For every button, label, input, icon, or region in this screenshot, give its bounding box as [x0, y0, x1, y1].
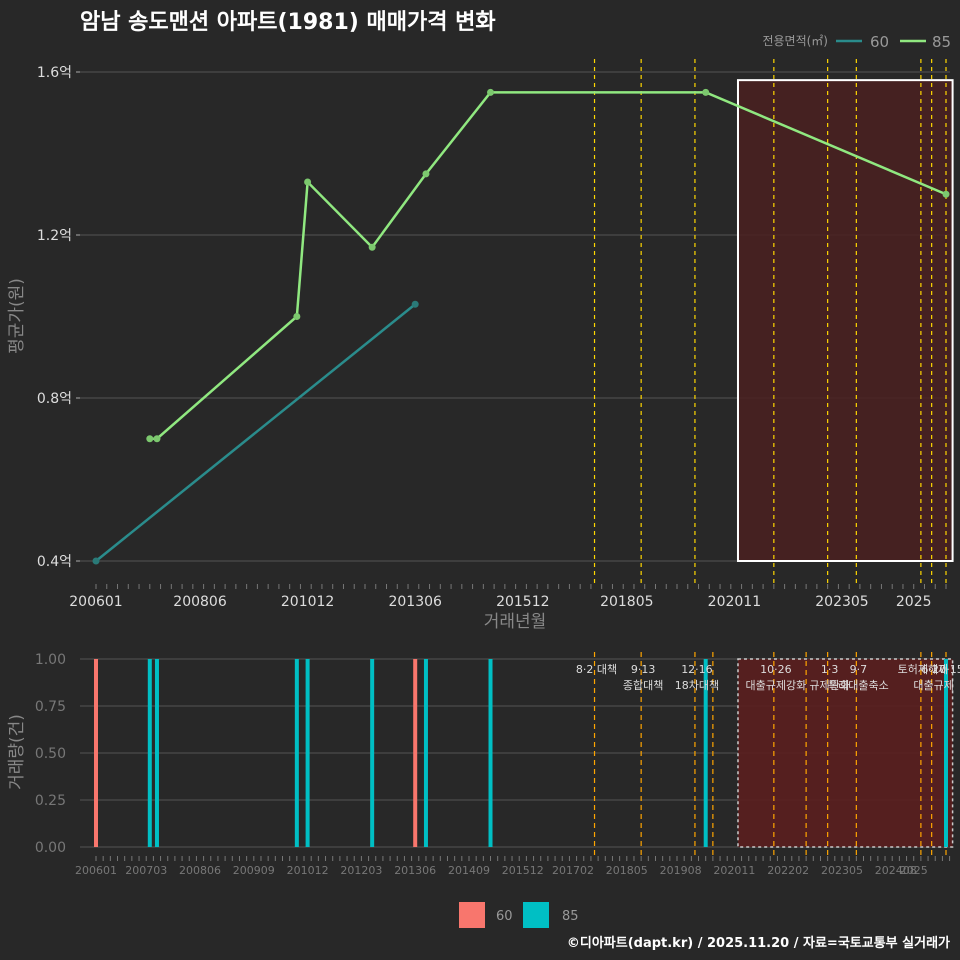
volume-y-tick-label: 0.75: [35, 699, 66, 715]
bottom-legend-swatch-85: [523, 902, 549, 928]
legend-title: 전용면적(㎡): [762, 34, 828, 48]
policy-annotation: 규제완화: [809, 679, 849, 692]
price-y-tick-label: 1.6억: [37, 65, 72, 81]
chart-title: 암남 송도맨션 아파트(1981) 매매가격 변화: [80, 10, 496, 35]
volume-bar-85: [423, 659, 428, 847]
policy-annotation: 특례대출축소: [828, 679, 889, 692]
price-point-85: [487, 88, 495, 96]
price-panel: 0.4억 0.8억 1.2억 1.6억 200601 200806 201012 201306…: [7, 59, 954, 632]
volume-x-tick-label: 201512: [502, 864, 544, 877]
volume-bar-85: [154, 659, 159, 847]
policy-annotation: 8·2 대책: [576, 663, 617, 676]
volume-x-tick-label: 201702: [552, 864, 594, 877]
volume-bar-60: [413, 659, 418, 847]
volume-y-tick-label: 0.00: [35, 840, 66, 856]
price-y-tick-label: 0.4억: [37, 554, 72, 570]
volume-x-tick-label: 201203: [340, 864, 382, 877]
policy-annotation: 9·13: [631, 663, 656, 676]
price-x-tick-label: 201306: [388, 594, 442, 610]
volume-bar-85: [370, 659, 375, 847]
policy-annotation: 9·7: [850, 663, 868, 676]
volume-bar-85: [147, 659, 152, 847]
volume-y-tick-label: 0.50: [35, 746, 66, 762]
bottom-legend-swatch-60: [459, 902, 485, 928]
policy-annotation: 12·16: [681, 663, 713, 676]
price-x-tick-label: 200806: [173, 594, 227, 610]
volume-x-tick-label: 201805: [606, 864, 648, 877]
price-y-tick-label: 0.8억: [37, 391, 72, 407]
policy-annotation: 10·15: [932, 663, 960, 676]
volume-x-tick-label: 200601: [75, 864, 117, 877]
volume-x-tick-label: 201908: [660, 864, 702, 877]
legend-label-60: 60: [870, 33, 889, 51]
price-point-60: [411, 300, 419, 308]
price-series-line-60: [95, 303, 416, 562]
price-x-tick-label: 2025: [896, 594, 932, 610]
price-point-85: [146, 435, 154, 443]
price-point-85: [293, 313, 301, 320]
policy-annotation: 대출규제: [913, 679, 953, 692]
policy-annotation: 6·27: [921, 663, 946, 676]
volume-y-axis-title: 거래량(건): [7, 714, 27, 790]
volume-x-tick-label: 201012: [287, 864, 329, 877]
volume-y-tick-label: 1.00: [35, 652, 66, 668]
volume-bar-85: [488, 659, 493, 847]
price-x-tick-label: 201012: [281, 594, 334, 610]
top-legend: 전용면적(㎡) 60 85: [762, 33, 951, 51]
price-x-tick-label: 201512: [496, 594, 549, 610]
volume-bar-85: [305, 659, 310, 847]
price-point-85: [702, 88, 710, 96]
price-y-axis-title: 평균가(원): [7, 278, 27, 354]
policy-annotation: 대출규제강화: [745, 679, 806, 692]
volume-x-tick-label: 202202: [767, 864, 809, 877]
price-x-tick-label: 200601: [69, 594, 122, 610]
bottom-legend-label-60: 60: [496, 909, 513, 924]
policy-annotation: 18차대책: [675, 679, 719, 692]
volume-x-tick-label: 202408: [875, 864, 917, 877]
price-x-tick-label: 202305: [815, 594, 868, 610]
price-point-85: [942, 190, 950, 198]
policy-annotation: 종합대책: [623, 679, 663, 692]
bottom-legend-label-85: 85: [562, 909, 579, 924]
legend-label-85: 85: [932, 33, 951, 51]
footer-credit: ©디아파트(dapt.kr) / 2025.11.20 / 자료=국토교통부 실…: [567, 935, 950, 951]
volume-bar-85: [703, 659, 708, 847]
bottom-legend: 60 85: [459, 902, 579, 928]
price-y-tick-label: 1.2억: [37, 228, 72, 244]
policy-annotation: 토허제해제: [898, 662, 949, 676]
volume-panel: 0.00 0.25 0.50 0.75 1.00 8·2 대책 9·13 종합대책 12·16 1…: [7, 652, 960, 877]
volume-x-tick-label: 202011: [713, 864, 755, 877]
price-shaded-period: [736, 79, 954, 563]
policy-annotation: 10·26: [760, 663, 792, 676]
volume-x-tick-label: 201409: [448, 864, 490, 877]
price-x-tick-label: 201805: [600, 594, 653, 610]
volume-bar-60: [94, 659, 98, 847]
volume-x-tick-label: 201306: [394, 864, 436, 877]
price-point-85: [153, 435, 161, 443]
price-point-85: [368, 243, 376, 251]
volume-x-tick-label: 200909: [233, 864, 275, 877]
price-point-60: [92, 557, 100, 565]
volume-y-tick-label: 0.25: [35, 793, 66, 809]
volume-x-tick-label: 202305: [821, 864, 863, 877]
price-x-axis-title: 거래년월: [484, 612, 547, 632]
policy-annotation: 1·3: [821, 663, 839, 676]
volume-x-tick-label: 200806: [179, 864, 221, 877]
volume-x-tick-label: 2025: [900, 864, 928, 877]
price-point-85: [304, 178, 312, 186]
price-x-tick-label: 202011: [708, 594, 761, 610]
volume-x-tick-label: 200703: [125, 864, 167, 877]
volume-bar-85: [294, 659, 299, 847]
volume-bar-85: [944, 659, 948, 847]
price-point-85: [422, 170, 430, 178]
